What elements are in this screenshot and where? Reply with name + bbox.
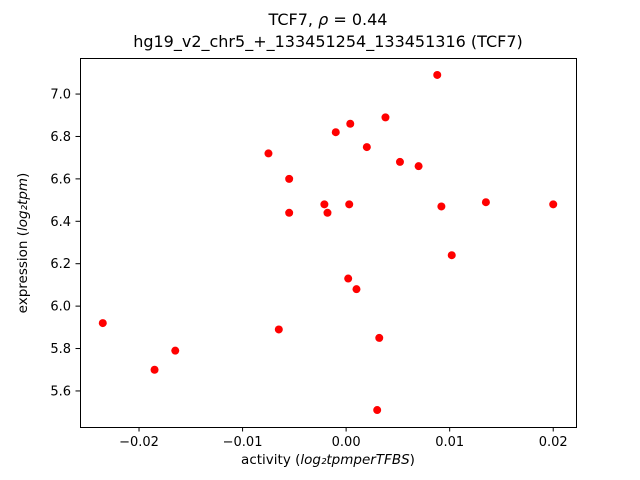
data-point [437, 202, 446, 211]
data-point [381, 113, 390, 122]
data-point [373, 406, 382, 415]
chart-title-prefix: TCF7, [268, 10, 319, 29]
chart-title-rho: ρ [318, 10, 329, 29]
x-axis-label-text: activity ( [241, 452, 301, 468]
data-point [447, 251, 456, 260]
data-point [549, 200, 558, 209]
data-point [362, 143, 371, 152]
y-tick-label: 5.8 [50, 342, 71, 357]
data-point [285, 208, 294, 217]
chart-title-suffix: = 0.44 [328, 10, 388, 29]
x-tick-label: −0.02 [119, 435, 159, 450]
data-point [171, 346, 180, 355]
axes-box [80, 58, 577, 428]
y-tick-label: 6.2 [50, 257, 71, 272]
y-tick-label: 6.8 [50, 130, 71, 145]
data-point [98, 319, 107, 328]
x-axis-label-math: log₂tpmperTFBS [300, 452, 410, 468]
x-axis-label: activity (log₂tpmperTFBS) [80, 452, 576, 468]
data-point [375, 333, 384, 342]
x-tick-label: 0.00 [332, 435, 361, 450]
data-point [320, 200, 329, 209]
chart-title: TCF7, ρ = 0.44 [80, 10, 576, 29]
data-point [352, 285, 361, 294]
y-tick-label: 6.4 [50, 215, 71, 230]
x-tick-label: 0.02 [539, 435, 568, 450]
y-tick-label: 6.0 [50, 300, 71, 315]
chart-subtitle: hg19_v2_chr5_+_133451254_133451316 (TCF7… [133, 32, 523, 51]
data-point [331, 128, 340, 137]
y-tick-label: 7.0 [50, 88, 71, 103]
data-point [345, 200, 354, 209]
data-point [481, 198, 490, 207]
data-point [433, 70, 442, 79]
x-tick-label: 0.01 [435, 435, 464, 450]
data-point [346, 119, 355, 128]
x-tick-label: −0.01 [223, 435, 263, 450]
data-point [395, 157, 404, 166]
data-point [150, 365, 159, 374]
data-point [414, 162, 423, 171]
data-point [285, 174, 294, 183]
data-point [323, 208, 332, 217]
data-point [274, 325, 283, 334]
y-tick-label: 6.6 [50, 172, 71, 187]
x-axis-label-close: ) [409, 452, 415, 468]
y-tick-label: 5.6 [50, 384, 71, 399]
data-point [344, 274, 353, 283]
data-point [264, 149, 273, 158]
